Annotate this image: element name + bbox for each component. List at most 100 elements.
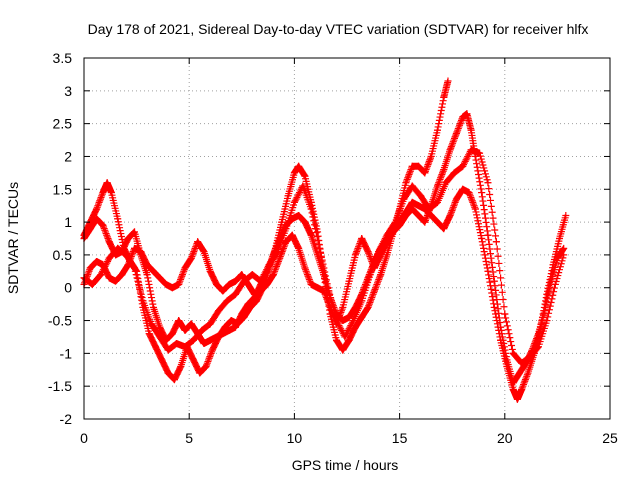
data-point (189, 356, 197, 364)
data-point (383, 251, 391, 259)
data-point (99, 189, 107, 197)
data-point (345, 313, 353, 321)
data-point (139, 297, 147, 305)
data-point (181, 343, 189, 351)
data-point (206, 267, 214, 275)
data-point (248, 271, 256, 279)
data-point (257, 287, 265, 295)
data-point (240, 277, 248, 285)
y-tick-label: 0 (64, 280, 72, 296)
data-point (364, 303, 372, 311)
data-point (518, 385, 526, 393)
data-point (433, 218, 441, 226)
data-point (208, 346, 216, 354)
data-point (440, 93, 448, 101)
data-point (244, 300, 252, 308)
data-point (537, 323, 545, 331)
data-point (86, 264, 94, 272)
data-point (408, 182, 416, 190)
data-point (526, 353, 534, 361)
data-point (93, 215, 101, 223)
data-point (196, 369, 204, 377)
data-point (417, 192, 425, 200)
data-point (391, 218, 399, 226)
y-tick-label: 1.5 (53, 181, 73, 197)
data-point (339, 346, 347, 354)
data-point (290, 169, 298, 177)
data-point (238, 271, 246, 279)
data-point (408, 198, 416, 206)
data-point (250, 290, 258, 298)
data-point (213, 280, 221, 288)
data-point (513, 395, 521, 403)
data-point (213, 333, 221, 341)
data-point (152, 343, 160, 351)
data-point (307, 231, 315, 239)
data-point (149, 267, 157, 275)
data-points (80, 77, 570, 403)
data-point (459, 113, 467, 121)
data-point (231, 290, 239, 298)
data-point (450, 169, 458, 177)
data-point (349, 317, 357, 325)
data-point (358, 313, 366, 321)
data-point (459, 185, 467, 193)
data-point (103, 179, 111, 187)
data-point (440, 225, 448, 233)
chart-title: Day 178 of 2021, Sidereal Day-to-day VTE… (88, 21, 589, 37)
data-point (427, 152, 435, 160)
x-tick-label: 25 (602, 430, 618, 446)
data-point (288, 231, 296, 239)
data-point (332, 317, 340, 325)
data-point (425, 205, 433, 213)
data-point (145, 330, 153, 338)
y-tick-label: 3 (64, 83, 72, 99)
data-point (484, 179, 492, 187)
data-point (187, 254, 195, 262)
data-point (202, 362, 210, 370)
data-point (324, 284, 332, 292)
y-tick-label: -2 (60, 411, 73, 427)
data-point (227, 317, 235, 325)
data-point (518, 359, 526, 367)
data-point (345, 277, 353, 285)
data-point (118, 271, 126, 279)
data-point (551, 280, 559, 288)
data-point (402, 179, 410, 187)
data-point (524, 369, 532, 377)
data-point (198, 326, 206, 334)
data-point (433, 198, 441, 206)
data-point (164, 369, 172, 377)
data-point (509, 349, 517, 357)
data-point (137, 248, 145, 256)
data-point (478, 189, 486, 197)
axis-ticks: 0 5 10 15 20 25 -2 -1.5 -1 -0.5 0 0.5 1 1.5 2 2.5 3 3.5 (48, 50, 618, 446)
data-point (223, 297, 231, 305)
data-point (278, 218, 286, 226)
data-point (189, 336, 197, 344)
data-point (516, 369, 524, 377)
data-point (534, 343, 542, 351)
data-point (156, 323, 164, 331)
data-point (219, 330, 227, 338)
data-point (543, 290, 551, 298)
data-point (130, 228, 138, 236)
data-series-3 (80, 185, 570, 403)
data-point (173, 340, 181, 348)
y-tick-label: 0.5 (53, 247, 73, 263)
data-point (351, 251, 359, 259)
data-point (492, 238, 500, 246)
data-point (366, 271, 374, 279)
data-point (427, 212, 435, 220)
data-point (187, 320, 195, 328)
data-point (284, 192, 292, 200)
data-point (549, 261, 557, 269)
data-point (295, 162, 303, 170)
y-tick-label: 2 (64, 148, 72, 164)
data-point (194, 238, 202, 246)
data-point (295, 212, 303, 220)
data-point (200, 340, 208, 348)
data-point (383, 231, 391, 239)
